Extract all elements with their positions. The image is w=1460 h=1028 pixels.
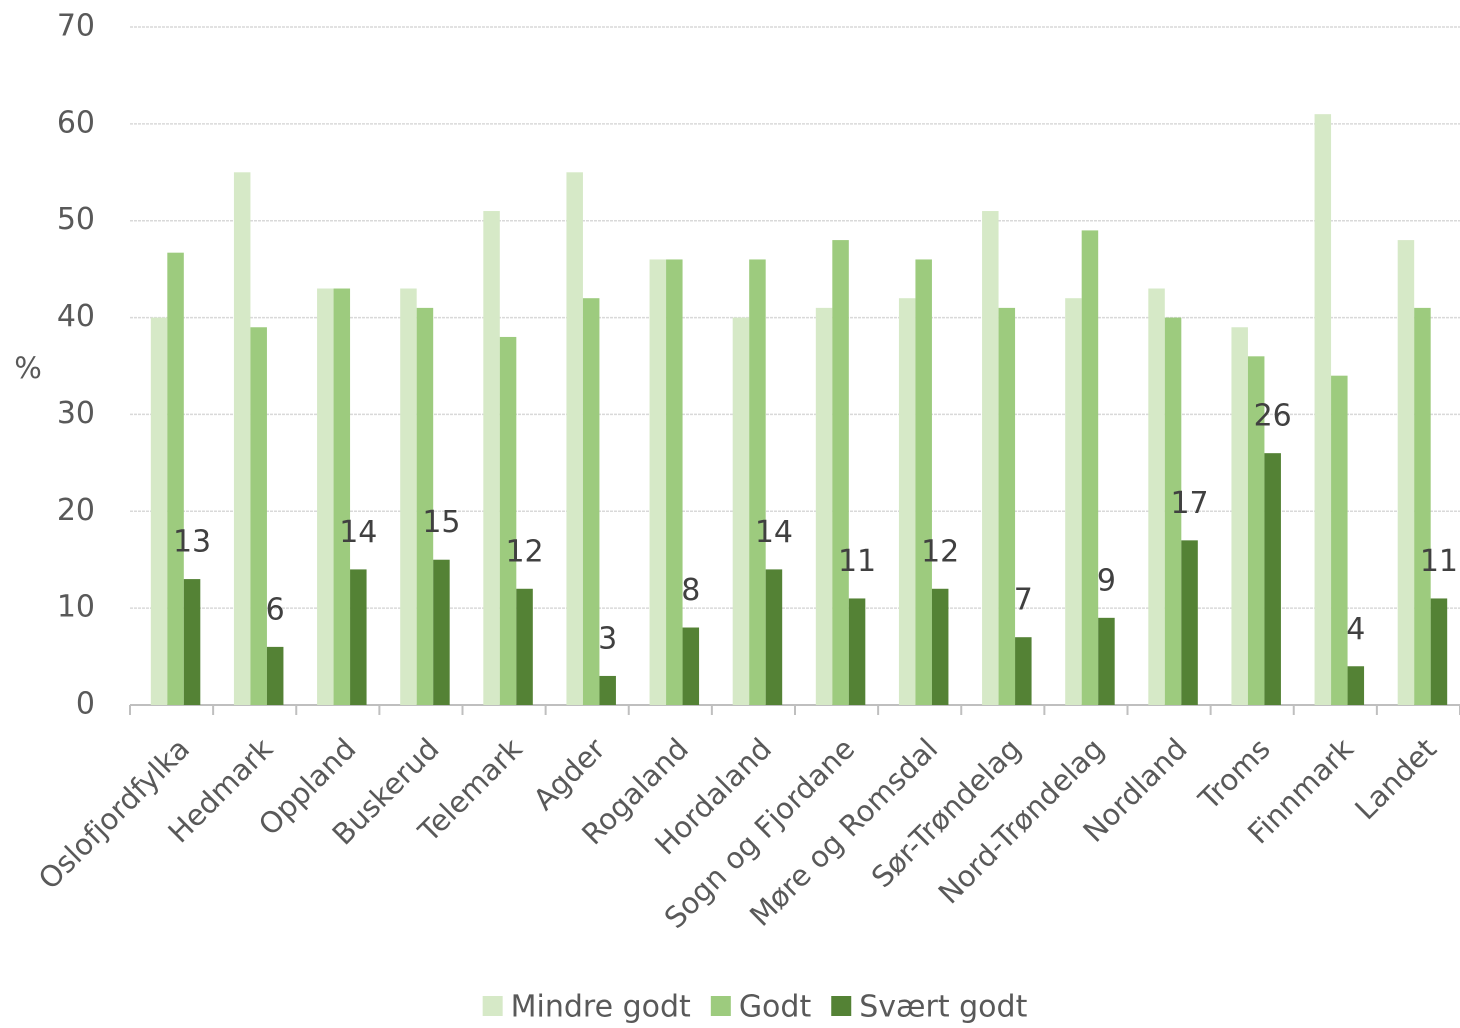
- bar: [832, 240, 849, 706]
- legend-label: Mindre godt: [511, 990, 691, 1025]
- data-label: 11: [838, 544, 876, 579]
- y-tick-label: 20: [57, 493, 95, 528]
- bar: [1181, 540, 1198, 705]
- bar: [516, 588, 533, 705]
- bar: [1247, 356, 1265, 705]
- bar: [266, 646, 284, 705]
- bar: [350, 569, 367, 705]
- bar: [150, 317, 168, 705]
- bar: [749, 259, 766, 705]
- bar: [898, 298, 916, 705]
- y-tick-label: 60: [57, 105, 95, 140]
- y-tick-label: 50: [57, 202, 95, 237]
- data-label: 12: [505, 534, 543, 569]
- bar: [599, 675, 616, 705]
- bar: [1065, 298, 1082, 705]
- data-label: 6: [266, 592, 285, 627]
- bar: [1331, 375, 1348, 705]
- data-label: 15: [422, 505, 460, 540]
- bar: [982, 211, 999, 705]
- bar: [566, 172, 583, 706]
- x-tick-label: Sør-Trøndelag: [865, 732, 1028, 895]
- bar: [732, 317, 750, 705]
- bar: [1231, 327, 1248, 705]
- data-label: 13: [173, 525, 211, 560]
- bar: [765, 569, 783, 705]
- bar: [250, 327, 267, 705]
- bar: [815, 307, 833, 705]
- data-label: 12: [921, 534, 959, 569]
- data-label: 14: [339, 515, 377, 550]
- data-label: 17: [1170, 486, 1208, 521]
- x-tick-label: Oslofjordfylka: [32, 732, 196, 896]
- bar: [582, 298, 600, 705]
- bar: [1314, 114, 1332, 705]
- data-label: 8: [681, 573, 700, 608]
- bar: [1015, 637, 1032, 705]
- bar: [666, 259, 683, 705]
- bar: [233, 172, 251, 706]
- data-label: 11: [1420, 544, 1458, 579]
- bar: [1264, 453, 1281, 705]
- y-tick-label: 10: [57, 590, 95, 625]
- bar: [931, 588, 949, 705]
- bar: [317, 288, 334, 705]
- bar: [1081, 230, 1099, 705]
- bar: [433, 559, 450, 705]
- bar: [400, 288, 417, 705]
- bar: [183, 579, 201, 705]
- data-label: 3: [598, 621, 617, 656]
- y-tick-label: 30: [57, 396, 95, 431]
- bar: [682, 627, 700, 705]
- y-tick-label: 40: [57, 299, 95, 334]
- bar: [1164, 317, 1182, 705]
- bar: [333, 288, 351, 705]
- y-tick-label: 0: [76, 687, 95, 722]
- legend-swatch: [831, 996, 852, 1016]
- bar: [1397, 240, 1415, 706]
- data-label: 7: [1014, 583, 1033, 618]
- legend-label: Godt: [739, 990, 812, 1025]
- bar: [1098, 617, 1115, 705]
- data-label: 26: [1254, 399, 1292, 434]
- bar: [1414, 307, 1431, 705]
- data-label: 9: [1097, 563, 1116, 598]
- bar: [915, 259, 932, 705]
- bar: [1347, 666, 1365, 705]
- bar: [499, 336, 517, 705]
- legend-swatch: [482, 996, 503, 1016]
- data-label: 4: [1346, 612, 1365, 647]
- legend-swatch: [710, 996, 731, 1016]
- bar: [416, 307, 434, 705]
- bar: [1148, 288, 1165, 705]
- bar: [167, 252, 184, 706]
- x-tick-label: Landet: [1348, 732, 1443, 827]
- bar: [998, 307, 1016, 705]
- y-axis-label: %: [14, 351, 42, 385]
- legend-label: Svært godt: [859, 990, 1027, 1025]
- data-label: 14: [755, 515, 793, 550]
- bar: [649, 259, 667, 705]
- bar: [848, 598, 866, 705]
- y-tick-label: 70: [57, 9, 95, 44]
- bar: [483, 211, 500, 705]
- bar: [1430, 598, 1448, 705]
